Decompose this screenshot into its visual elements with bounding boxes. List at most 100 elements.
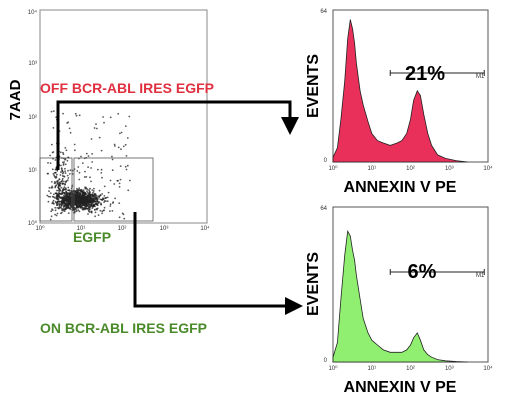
scatter-dot: [67, 200, 70, 202]
scatter-dot: [81, 162, 84, 165]
scatter-dot: [92, 197, 95, 200]
scatter-dot: [83, 176, 86, 178]
scatter-dot: [69, 204, 72, 207]
histogram-x-tick: 10⁰: [328, 165, 338, 172]
scatter-dot: [114, 197, 116, 200]
scatter-dot: [118, 216, 121, 219]
scatter-dot: [51, 143, 53, 146]
scatter-dot: [116, 179, 119, 182]
scatter-dot: [81, 208, 84, 211]
scatter-dot: [75, 191, 78, 194]
scatter-dot: [94, 215, 96, 218]
scatter-dot: [65, 190, 67, 193]
scatter-dot: [68, 173, 71, 175]
scatter-dot: [87, 213, 89, 215]
scatter-dot: [125, 168, 128, 171]
scatter-dot: [97, 214, 100, 217]
scatter-dot: [69, 200, 72, 203]
scatter-dot: [125, 155, 128, 157]
scatter-dot: [55, 192, 57, 195]
histogram-on-ymin: 0: [324, 358, 328, 364]
scatter-dot: [112, 201, 115, 204]
scatter-dot: [93, 194, 96, 197]
scatter-dot: [59, 151, 62, 154]
scatter-dot: [59, 174, 62, 176]
scatter-dot: [79, 204, 81, 207]
scatter-dot: [109, 210, 111, 213]
scatter-dot: [57, 186, 60, 188]
scatter-dot: [59, 182, 62, 185]
scatter-dot: [60, 211, 63, 214]
scatter-dot: [88, 190, 91, 193]
scatter-dot: [67, 189, 69, 192]
scatter-dot: [90, 180, 92, 183]
scatter-dot: [69, 131, 72, 134]
histogram-off-ymin: 0: [324, 158, 328, 164]
scatter-dot: [87, 209, 90, 211]
scatter-dot: [103, 121, 105, 124]
scatter-dot: [109, 116, 112, 119]
scatter-dot: [84, 208, 86, 211]
scatter-dot: [63, 175, 66, 178]
histogram-x-tick: 10⁴: [483, 365, 493, 372]
scatter-dot: [82, 194, 85, 197]
scatter-dot: [77, 201, 80, 204]
scatter-dot: [67, 177, 70, 179]
scatter-dot: [66, 179, 69, 182]
scatter-dot: [53, 193, 55, 196]
scatter-dot: [52, 202, 55, 205]
scatter-dot: [67, 186, 70, 189]
dot-plot: 10⁰ 10¹ 10² 10³ 10⁴ 10⁰ 10¹ 10² 10³ 10⁴ 7AAD EGF…: [7, 9, 210, 245]
scatter-dot: [128, 115, 131, 118]
scatter-dot: [67, 203, 70, 206]
scatter-dot: [58, 207, 60, 210]
scatter-dot: [85, 152, 88, 155]
scatter-dot: [114, 145, 116, 147]
scatter-dot: [77, 166, 80, 168]
scatter-dot: [77, 194, 80, 197]
scatter-dot: [86, 190, 88, 193]
scatter-dot: [92, 191, 94, 194]
scatter-dot: [87, 198, 89, 201]
scatter-dot: [87, 155, 90, 158]
scatter-dot: [100, 172, 103, 174]
scatter-dot: [64, 206, 67, 209]
scatter-dot: [64, 198, 67, 201]
scatter-dot: [88, 211, 91, 213]
scatter-dot: [62, 151, 64, 154]
scatter-dot: [123, 217, 126, 220]
scatter-dot: [92, 190, 95, 192]
scatter-dot: [77, 198, 79, 201]
scatter-dot: [63, 200, 65, 203]
scatter-dot: [67, 193, 69, 196]
scatter-x-tick: 10⁰: [35, 225, 45, 232]
scatter-dot: [48, 190, 50, 193]
scatter-dot: [96, 204, 99, 207]
scatter-dot: [74, 207, 77, 210]
scatter-dot: [105, 200, 107, 203]
scatter-dot: [76, 193, 79, 196]
scatter-dot: [107, 191, 110, 194]
scatter-dot: [52, 110, 55, 112]
scatter-dot: [54, 206, 57, 209]
scatter-dot: [84, 170, 86, 173]
scatter-dot: [49, 192, 52, 195]
histogram-off-marker-label: M1: [476, 74, 485, 80]
scatter-dot: [50, 181, 53, 183]
scatter-dot: [89, 193, 92, 196]
scatter-dot: [67, 169, 69, 172]
scatter-dot: [76, 204, 78, 207]
scatter-dot: [95, 196, 98, 199]
scatter-dot: [65, 196, 67, 199]
scatter-dot: [98, 136, 101, 139]
scatter-dot: [58, 178, 61, 181]
scatter-dot: [95, 123, 97, 125]
scatter-dot: [85, 176, 88, 178]
scatter-dot: [78, 178, 81, 181]
histogram-x-tick: 10¹: [367, 366, 376, 372]
scatter-dot: [87, 166, 89, 169]
scatter-dot: [64, 183, 66, 185]
scatter-dot: [78, 210, 81, 213]
scatter-dot: [120, 148, 122, 151]
scatter-dot: [98, 189, 101, 192]
